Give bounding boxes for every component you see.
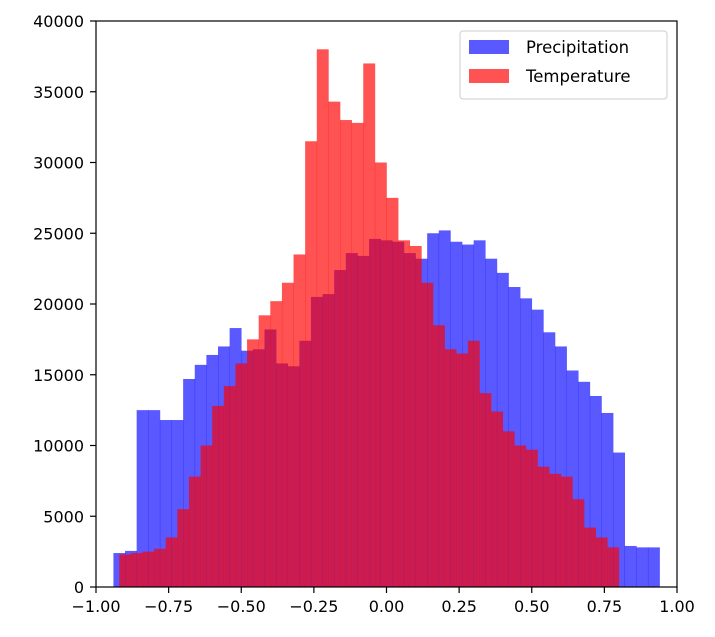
y-tick-label: 40000 <box>33 12 84 31</box>
bar-temperature-25 <box>409 245 422 588</box>
x-tick-label: 0.00 <box>369 597 405 616</box>
bar-temperature-10 <box>235 363 248 587</box>
bar-temperature-29 <box>456 353 469 587</box>
x-tick-label: −0.50 <box>217 597 266 616</box>
bar-precipitation-41 <box>589 395 602 587</box>
legend-box <box>459 30 668 100</box>
bar-precipitation-44 <box>624 545 637 587</box>
bar-temperature-17 <box>316 49 329 588</box>
bar-precipitation-3 <box>148 410 161 588</box>
bar-precipitation-37 <box>543 332 556 587</box>
legend-label-temperature: Temperature <box>525 67 631 86</box>
bar-temperature-20 <box>351 122 364 587</box>
bar-precipitation-35 <box>520 298 533 587</box>
y-tick-label: 20000 <box>33 295 84 314</box>
bar-temperature-14 <box>281 282 294 587</box>
bar-temperature-18 <box>328 101 341 588</box>
x-tick-label: 0.75 <box>587 597 623 616</box>
bar-temperature-12 <box>258 315 271 587</box>
bar-temperature-39 <box>572 499 585 587</box>
bar-temperature-21 <box>363 63 376 587</box>
legend-swatch-temperature <box>469 69 509 83</box>
bar-temperature-6 <box>188 476 201 587</box>
bar-temperature-5 <box>177 509 190 587</box>
bar-precipitation-4 <box>159 420 172 587</box>
x-tick-label: 0.25 <box>441 597 477 616</box>
bar-temperature-41 <box>595 537 608 587</box>
x-tick-label: 0.50 <box>514 597 550 616</box>
bar-temperature-36 <box>537 466 550 587</box>
y-tick-label: 30000 <box>33 154 84 173</box>
bar-temperature-40 <box>584 527 596 587</box>
bar-precipitation-2 <box>136 410 149 588</box>
bar-precipitation-40 <box>578 381 591 587</box>
bar-temperature-8 <box>212 405 225 587</box>
bars-layer <box>113 49 660 588</box>
y-tick-label: 10000 <box>33 437 84 456</box>
bar-temperature-1 <box>130 553 143 587</box>
bar-temperature-30 <box>467 340 480 587</box>
bar-temperature-13 <box>270 301 283 587</box>
bar-precipitation-36 <box>531 309 544 587</box>
y-tick-label: 0 <box>74 578 84 597</box>
bar-temperature-42 <box>607 547 620 587</box>
bar-precipitation-46 <box>647 547 660 587</box>
bar-temperature-23 <box>386 197 399 588</box>
bar-temperature-7 <box>200 445 213 587</box>
bar-temperature-15 <box>293 254 306 587</box>
x-tick-label: −1.00 <box>71 597 120 616</box>
bar-temperature-19 <box>340 120 352 588</box>
bar-temperature-38 <box>560 476 573 587</box>
legend: Precipitation Temperature <box>459 30 668 100</box>
bar-temperature-26 <box>421 282 434 587</box>
x-tick-label: 1.00 <box>659 597 695 616</box>
y-tick-label: 25000 <box>33 224 84 243</box>
y-tick-label: 35000 <box>33 83 84 102</box>
bar-temperature-2 <box>142 551 155 588</box>
bar-temperature-34 <box>514 445 527 587</box>
bar-temperature-22 <box>374 162 387 587</box>
bar-precipitation-5 <box>171 420 184 587</box>
legend-label-precipitation: Precipitation <box>526 38 629 57</box>
bar-temperature-11 <box>247 339 259 588</box>
bar-precipitation-38 <box>554 346 567 587</box>
bar-temperature-28 <box>444 349 457 587</box>
bar-temperature-33 <box>502 431 515 587</box>
series-temperature <box>119 49 620 588</box>
legend-swatch-precipitation <box>469 40 509 54</box>
x-tick-label: −0.75 <box>144 597 193 616</box>
bar-temperature-32 <box>491 411 503 587</box>
bar-temperature-35 <box>525 449 538 587</box>
bar-precipitation-42 <box>601 412 614 587</box>
bar-temperature-3 <box>154 548 167 587</box>
bar-temperature-31 <box>479 393 492 587</box>
bar-temperature-9 <box>223 386 236 587</box>
y-tick-label: 5000 <box>43 507 84 526</box>
bar-temperature-37 <box>549 473 562 587</box>
bar-precipitation-43 <box>613 452 626 587</box>
bar-temperature-16 <box>305 141 318 587</box>
bar-temperature-24 <box>398 240 411 587</box>
bar-precipitation-45 <box>636 547 649 587</box>
axes-layer: −1.00 −0.75 −0.50 −0.25 0.00 0.25 0.50 0.75 1.00… <box>33 12 695 616</box>
x-tick-label: −0.25 <box>289 597 338 616</box>
bar-temperature-0 <box>119 554 132 587</box>
bar-temperature-27 <box>432 325 445 587</box>
y-tick-label: 15000 <box>33 366 84 385</box>
bar-temperature-4 <box>165 537 178 587</box>
